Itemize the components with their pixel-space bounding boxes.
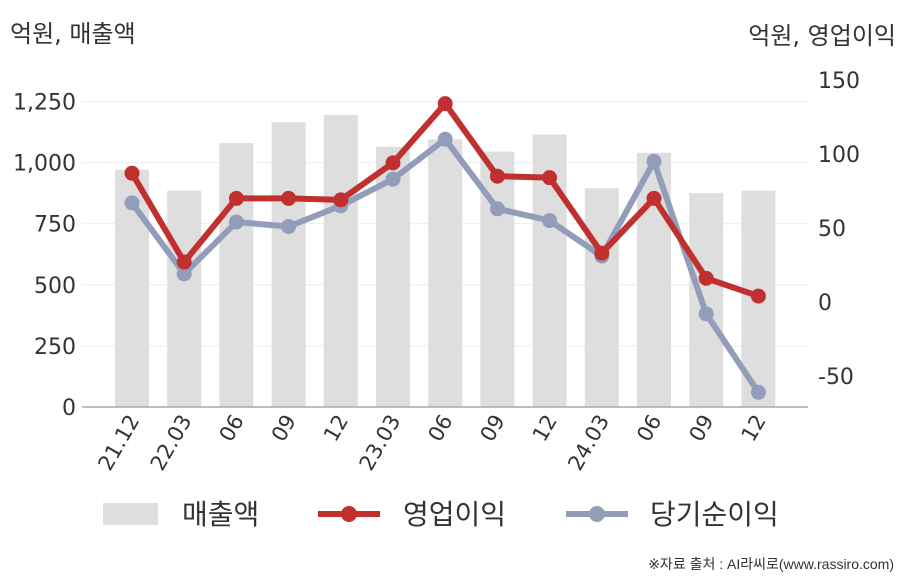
x-tick-label: 09	[476, 411, 510, 446]
net-income-point	[176, 266, 192, 282]
legend-revenue-label: 매출액	[182, 498, 259, 531]
x-tick-label: 22.03	[146, 411, 197, 475]
y-left-tick-label: 1,250	[13, 91, 76, 116]
x-tick-label: 21.12	[93, 411, 144, 475]
bar-revenue	[323, 114, 358, 407]
net-income-point	[698, 306, 714, 322]
right-y-axis-ticks: -50 0 50 100 150	[818, 69, 860, 390]
left-axis-unit-label: 억원, 매출액	[10, 20, 136, 48]
operating-profit-point	[228, 190, 244, 206]
profit-lines	[124, 96, 766, 400]
legend-operating-marker	[341, 506, 357, 522]
y-right-tick-label: 0	[818, 291, 832, 316]
y-left-tick-label: 250	[34, 335, 76, 360]
operating-profit-point	[594, 245, 610, 261]
operating-profit-point	[646, 190, 662, 206]
bar-revenue	[584, 188, 619, 407]
y-left-tick-label: 750	[34, 213, 76, 238]
x-tick-label: 06	[423, 411, 457, 446]
x-tick-label: 24.03	[563, 411, 614, 475]
x-tick-label: 06	[215, 411, 249, 446]
bar-revenue	[271, 122, 306, 408]
net-income-point	[489, 201, 505, 217]
operating-profit-point	[385, 155, 401, 171]
operating-profit-point	[176, 254, 192, 270]
operating-profit-point	[750, 288, 766, 304]
legend-operating-label: 영업이익	[403, 498, 506, 531]
bar-revenue	[219, 143, 254, 407]
x-tick-label: 12	[737, 411, 771, 446]
left-y-axis-ticks: 0 250 500 750 1,000 1,250	[13, 91, 76, 422]
net-income-point	[646, 153, 662, 169]
net-income-point	[542, 213, 558, 229]
y-right-tick-label: -50	[818, 365, 854, 390]
operating-profit-point	[281, 190, 297, 206]
x-tick-label: 23.03	[354, 411, 405, 475]
bar-revenue	[428, 139, 463, 407]
legend-net-label: 당기순이익	[650, 498, 779, 531]
revenue-bars	[115, 114, 776, 408]
operating-profit-point	[333, 192, 349, 208]
x-axis-ticks: 21.12 22.03 06 09 12 23.03 06 09 12 24.03 06 09 12	[93, 411, 770, 475]
legend-net-marker	[589, 506, 605, 522]
x-tick-label: 09	[684, 411, 718, 446]
legend: 매출액 영업이익 당기순이익	[103, 498, 779, 531]
y-left-tick-label: 1,000	[13, 152, 76, 177]
net-income-point	[228, 214, 244, 230]
x-tick-label: 12	[319, 411, 353, 446]
y-right-tick-label: 50	[818, 217, 846, 242]
bar-revenue	[376, 146, 410, 408]
net-income-point	[437, 131, 453, 147]
right-axis-unit-label: 억원, 영업이익	[748, 22, 896, 50]
net-income-point	[750, 384, 766, 400]
x-tick-label: 06	[632, 411, 666, 446]
net-income-point	[281, 219, 297, 235]
y-right-tick-label: 150	[818, 69, 860, 94]
operating-profit-point	[489, 168, 505, 184]
y-left-tick-label: 500	[34, 274, 76, 299]
y-right-tick-label: 100	[818, 143, 860, 168]
net-income-point	[124, 195, 140, 211]
net-income-point	[385, 171, 401, 187]
x-tick-label: 09	[267, 411, 301, 446]
operating-profit-point	[542, 170, 558, 186]
y-left-tick-label: 0	[62, 396, 76, 421]
operating-profit-point	[124, 165, 140, 181]
operating-profit-point	[698, 270, 714, 286]
bar-revenue	[167, 190, 202, 407]
source-note: ※자료 출처 : AI라씨로(www.rassiro.com)	[648, 556, 894, 572]
legend-revenue-swatch	[103, 503, 158, 525]
operating-profit-point	[437, 96, 453, 112]
x-tick-label: 12	[528, 411, 562, 446]
bar-revenue	[689, 193, 724, 407]
